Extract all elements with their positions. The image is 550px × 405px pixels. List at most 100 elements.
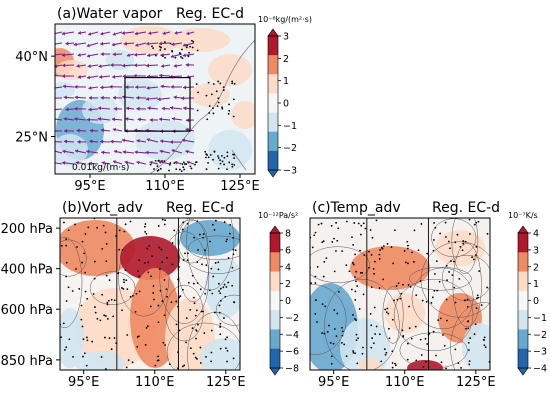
y-tick-label: 600 hPa bbox=[1, 303, 53, 318]
wind-vector-head bbox=[55, 64, 58, 69]
stipple-dot bbox=[355, 319, 358, 322]
stipple-dot bbox=[231, 165, 234, 168]
stipple-dot bbox=[105, 242, 108, 245]
colorbar-tick-label: 0 bbox=[283, 99, 289, 110]
stipple-dot bbox=[147, 271, 150, 274]
stipple-dot bbox=[217, 155, 219, 157]
stipple-dot bbox=[395, 285, 398, 287]
panel-b-colorbar: 8 6 4 2 0 −2 −4 −6 −8 bbox=[269, 225, 299, 376]
stipple-dot bbox=[208, 289, 211, 292]
stipple-dot bbox=[181, 365, 184, 368]
stipple-dot bbox=[131, 294, 134, 297]
stipple-dot bbox=[415, 359, 418, 362]
shading-blob bbox=[180, 220, 240, 256]
contour-line bbox=[431, 218, 477, 258]
stipple-dot bbox=[86, 297, 89, 300]
stipple-dot bbox=[207, 81, 210, 84]
stipple-dot bbox=[337, 290, 340, 293]
stipple-dot bbox=[388, 337, 391, 340]
stipple-dot bbox=[371, 236, 374, 239]
x-tick-label: 125°E bbox=[220, 179, 260, 194]
stipple-dot bbox=[80, 318, 83, 321]
stipple-dot bbox=[182, 259, 185, 261]
stipple-dot bbox=[210, 267, 213, 270]
stipple-dot bbox=[337, 227, 340, 230]
stipple-dot bbox=[473, 333, 476, 336]
stipple-dot bbox=[477, 220, 480, 223]
wind-vector-head bbox=[86, 117, 90, 122]
x-tick-label: 95°E bbox=[318, 375, 349, 390]
stipple-dot bbox=[422, 365, 425, 368]
colorbar-tick-label: −2 bbox=[533, 330, 547, 341]
stipple-dot bbox=[368, 266, 370, 269]
panel-b-title: (b)Vort_adv bbox=[62, 200, 143, 216]
shading-blob bbox=[106, 50, 134, 70]
stipple-dot bbox=[68, 338, 71, 341]
stipple-dot bbox=[205, 264, 208, 267]
stipple-dot bbox=[232, 153, 234, 156]
wind-vector-head bbox=[51, 108, 54, 112]
wind-vector bbox=[55, 162, 63, 165]
colorbar-tick-label: −6 bbox=[285, 347, 299, 358]
shading-blob bbox=[208, 130, 252, 170]
colorbar-tick-label: 1 bbox=[283, 76, 289, 87]
wind-vector-head bbox=[126, 53, 131, 57]
shading-blob bbox=[462, 323, 490, 370]
stipple-dot bbox=[232, 253, 235, 256]
stipple-dot bbox=[185, 341, 187, 344]
contour-line bbox=[411, 267, 474, 330]
stipple-dot bbox=[84, 290, 87, 293]
stipple-dot bbox=[222, 86, 225, 89]
panel-c-x-ticks: 95°E 110°E 125°E bbox=[318, 370, 496, 390]
stipple-dot bbox=[223, 156, 226, 159]
wind-vector-head bbox=[171, 149, 175, 153]
stipple-dot bbox=[404, 261, 407, 264]
stipple-dot bbox=[202, 236, 204, 239]
stipple-dot bbox=[201, 263, 203, 266]
wind-vector-head bbox=[100, 95, 104, 100]
stipple-dot bbox=[378, 333, 381, 336]
stipple-dot bbox=[146, 325, 149, 328]
panel-b-colorbar-unit: 10⁻¹²Pa/s² bbox=[258, 211, 298, 220]
wind-vector-head bbox=[62, 63, 66, 68]
stipple-dot bbox=[196, 220, 199, 223]
wind-vector-head bbox=[50, 96, 53, 100]
wind-vector-head bbox=[136, 95, 140, 100]
stipple-dot bbox=[166, 256, 168, 259]
y-tick-label: 25°N bbox=[15, 131, 48, 146]
stipple-dot bbox=[104, 368, 107, 370]
stipple-dot bbox=[370, 346, 373, 349]
wind-vector-head bbox=[62, 84, 66, 89]
stipple-dot bbox=[105, 260, 108, 263]
x-tick-label: 110°E bbox=[385, 375, 425, 390]
stipple-dot bbox=[335, 250, 337, 252]
contour-line bbox=[215, 294, 240, 326]
colorbar-segment bbox=[268, 150, 278, 171]
wind-vector-head bbox=[160, 84, 164, 89]
stipple-dot bbox=[432, 330, 435, 333]
stipple-dot bbox=[152, 285, 155, 287]
stipple-dot bbox=[474, 254, 477, 257]
stipple-dot bbox=[326, 330, 329, 333]
stipple-dot bbox=[62, 322, 65, 325]
stipple-dot bbox=[94, 306, 96, 308]
stipple-dot bbox=[223, 317, 225, 319]
stipple-dot bbox=[163, 160, 166, 162]
stipple-dot bbox=[439, 232, 442, 235]
wind-vector-head bbox=[100, 41, 104, 46]
stipple-dot bbox=[165, 288, 168, 291]
x-tick-label: 95°E bbox=[68, 375, 99, 390]
colorbar-extend-top bbox=[269, 225, 281, 234]
wind-vector-head bbox=[98, 64, 102, 69]
stipple-dot bbox=[85, 364, 88, 367]
stipple-dot bbox=[232, 115, 235, 118]
colorbar-tick-label: −1 bbox=[533, 313, 547, 324]
x-tick-label: 95°E bbox=[74, 179, 105, 194]
stipple-dot bbox=[232, 236, 234, 239]
stipple-dot bbox=[483, 339, 485, 341]
stipple-dot bbox=[386, 307, 389, 310]
stipple-dot bbox=[219, 292, 222, 295]
stipple-dot bbox=[83, 252, 86, 255]
stipple-dot bbox=[444, 221, 447, 224]
stipple-dot bbox=[352, 244, 355, 246]
